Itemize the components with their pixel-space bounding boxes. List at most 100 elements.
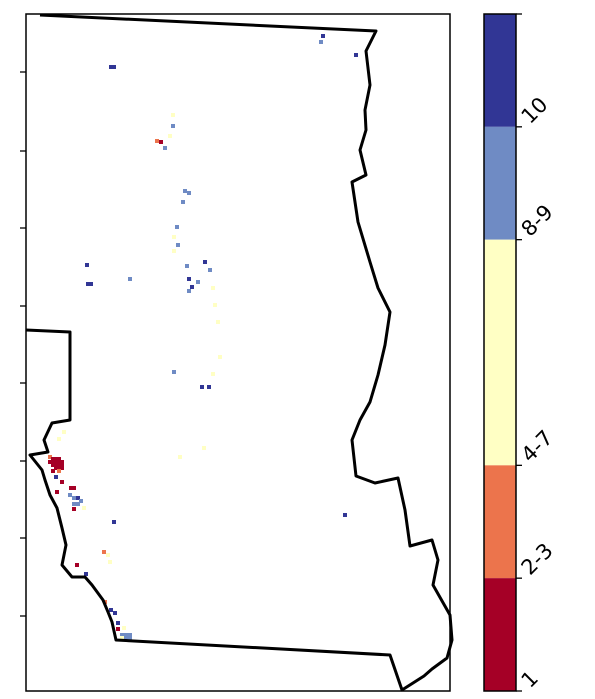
map-cell-c1 <box>57 457 61 461</box>
map-cell-c4-7 <box>211 372 215 376</box>
map-cell-c8-9 <box>185 264 189 268</box>
map-cell-c10 <box>190 285 194 289</box>
colorbar-bands <box>484 14 516 691</box>
map-cell-c1 <box>116 627 120 631</box>
map-cell-c1 <box>75 563 79 567</box>
map-cell-c1 <box>48 460 52 464</box>
colorbar-label-c1: 1 <box>517 666 543 692</box>
colorbar-frame <box>483 13 517 692</box>
map-cell-c2-3 <box>57 469 61 473</box>
map-cell-c1 <box>60 460 64 464</box>
map-cell-c10 <box>207 385 211 389</box>
map-cell-c8-9 <box>187 191 191 195</box>
map-cell-c10 <box>321 34 325 38</box>
map-frame <box>25 13 451 692</box>
map-cell-c1 <box>51 469 55 473</box>
map-cell-c10 <box>85 263 89 267</box>
colorbar-band-c2-3 <box>484 465 516 579</box>
map-cell-c10 <box>200 385 204 389</box>
map-cell-c2-3 <box>155 139 159 143</box>
map-cell-c1 <box>72 486 76 490</box>
map-cell-c10 <box>54 475 58 479</box>
colorbar-labels: 10 8-9 4-7 2-3 1 <box>517 92 558 692</box>
map-cell-c8-9 <box>181 200 185 204</box>
colorbar-label-c10: 10 <box>517 92 553 128</box>
map-cell-c1 <box>51 463 55 467</box>
map-cell-c4-7 <box>120 636 124 640</box>
map-cell-c8-9 <box>175 225 179 229</box>
map-cell-c8-9 <box>68 493 72 497</box>
map-cell-c4-7 <box>62 430 66 434</box>
map-cell-c1 <box>72 507 76 511</box>
map-cell-c1 <box>60 466 64 470</box>
map-cell-c8-9 <box>183 189 187 193</box>
map-cell-c1 <box>51 457 55 461</box>
map-cell-c10 <box>112 65 116 69</box>
map-cell-c1 <box>55 490 59 494</box>
map-cell-c10 <box>354 53 358 57</box>
map-cell-c1 <box>69 486 73 490</box>
map-cell-c8-9 <box>163 146 167 150</box>
map-cell-c4-7 <box>171 113 175 117</box>
map-cell-c1 <box>54 463 58 467</box>
map-cell-c4-7 <box>213 303 217 307</box>
map-cell-c10 <box>109 65 113 69</box>
map-cell-c10 <box>112 520 116 524</box>
map-cell-c2-3 <box>102 550 106 554</box>
map-cell-c4-7 <box>202 446 206 450</box>
colorbar-ticks <box>516 13 522 692</box>
map-cell-c2-3 <box>48 455 52 459</box>
map-cell-c4-7 <box>168 134 172 138</box>
map-cell-c1 <box>57 466 61 470</box>
map-cell-c8-9 <box>72 496 76 500</box>
colorbar-band-c10 <box>484 14 516 127</box>
map-cell-c8-9 <box>124 633 128 637</box>
map-data-cells <box>48 34 358 640</box>
map-cell-c1 <box>57 460 61 464</box>
colorbar-band-c4-7 <box>484 239 516 466</box>
map-axis-ticks <box>20 71 26 617</box>
map-cell-c8-9 <box>128 636 132 640</box>
colorbar-label-c2-3: 2-3 <box>517 538 558 579</box>
colorbar-band-c1 <box>484 578 516 691</box>
map-cell-c1 <box>57 463 61 467</box>
map-cell-c8-9 <box>128 633 132 637</box>
map-cell-c10 <box>109 608 113 612</box>
map-cell-c1 <box>54 460 58 464</box>
map-cell-c8-9 <box>196 280 200 284</box>
map-cell-c4-7 <box>218 355 222 359</box>
map-cell-c10 <box>203 260 207 264</box>
colorbar-label-c8-9: 8-9 <box>517 200 558 241</box>
map-cell-c4-7 <box>172 235 176 239</box>
map-cell-c1 <box>54 466 58 470</box>
colorbar-band-c8-9 <box>484 126 516 240</box>
map-cell-c10 <box>76 496 80 500</box>
map-cell-c4-7 <box>172 249 176 253</box>
region-boundary <box>25 13 454 692</box>
map-cell-c4-7 <box>178 455 182 459</box>
map-cell-c10 <box>89 282 93 286</box>
map-cell-c10 <box>113 611 117 615</box>
map-cell-c4-7 <box>82 506 86 510</box>
map-cell-c8-9 <box>72 502 76 506</box>
colorbar-label-c4-7: 4-7 <box>517 426 558 467</box>
map-cell-c10 <box>343 513 347 517</box>
map-cell-c8-9 <box>176 243 180 247</box>
map-cell-c4-7 <box>122 626 126 630</box>
map-cell-c1 <box>60 480 64 484</box>
map-cell-c4-7 <box>211 286 215 290</box>
map-cell-c8-9 <box>120 633 124 637</box>
map-cell-c8-9 <box>208 268 212 272</box>
map-cell-c1 <box>159 140 163 144</box>
map-cell-c8-9 <box>187 289 191 293</box>
map-cell-c4-7 <box>106 553 110 557</box>
map-cell-c8-9 <box>76 502 80 506</box>
map-cell-c10 <box>86 282 90 286</box>
map-cell-c8-9 <box>128 277 132 281</box>
map-cell-c1 <box>51 460 55 464</box>
map-cell-c1 <box>54 457 58 461</box>
map-cell-c8-9 <box>124 636 128 640</box>
map-cell-c10 <box>84 572 88 576</box>
